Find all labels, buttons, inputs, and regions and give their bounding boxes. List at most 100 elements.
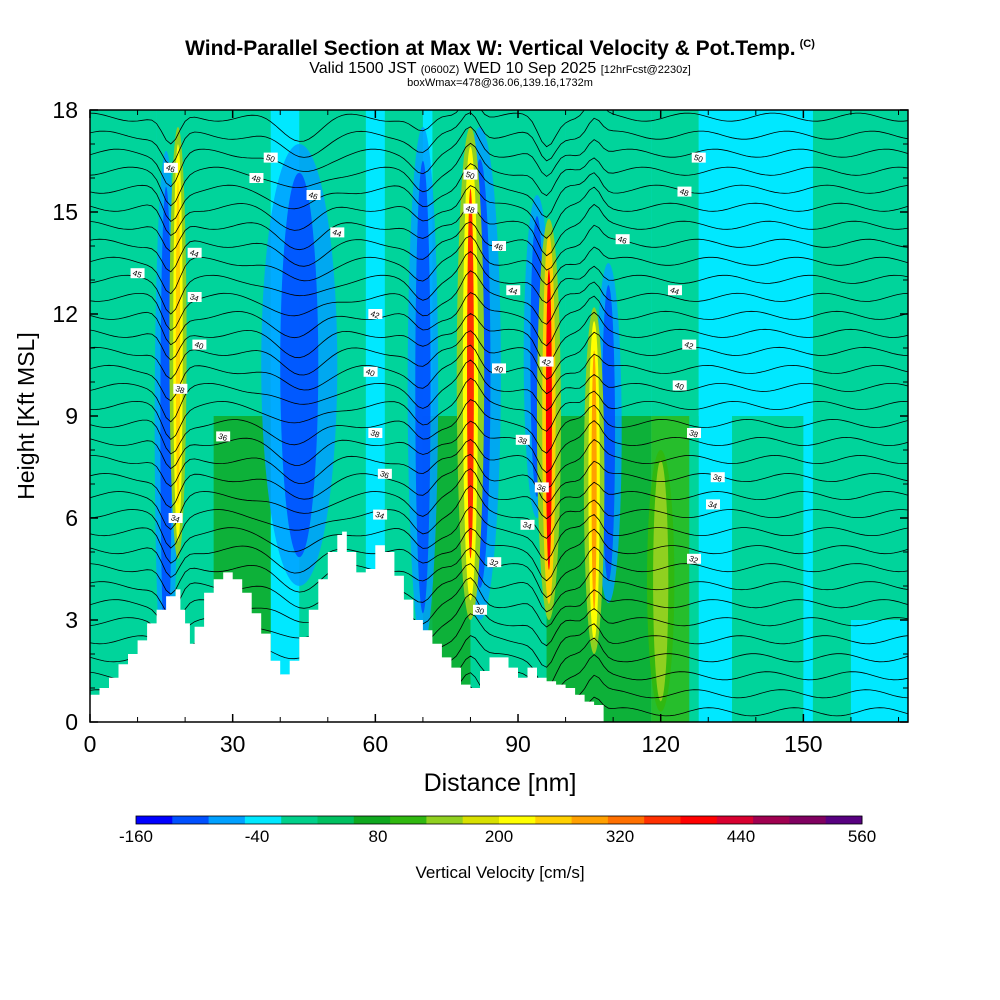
theta-contour: [90, 292, 908, 347]
copyright-mark: (C): [799, 38, 815, 50]
theta-label-bg: [710, 472, 725, 483]
theta-label-bg: [534, 482, 549, 493]
updraft-core: [591, 350, 597, 611]
x-tick-label: 30: [220, 731, 246, 757]
colorbar-swatch: [426, 816, 464, 824]
theta-label-text: 40: [365, 367, 377, 379]
theta-label-bg: [173, 383, 188, 394]
theta-contour: [90, 163, 908, 222]
chart-box-max: boxWmax=478@36.06,139.16,1732m: [407, 77, 593, 89]
colorbar-tick-label: 560: [847, 827, 877, 846]
theta-label: 42: [368, 309, 383, 321]
theta-label: 38: [368, 428, 383, 440]
theta-label: 40: [192, 339, 207, 351]
theta-label-bg: [368, 309, 383, 319]
theta-contour: [90, 311, 908, 365]
theta-label-bg: [130, 268, 145, 279]
theta-label-text: 34: [170, 513, 182, 525]
theta-label-text: 36: [536, 483, 548, 495]
theta-label: 42: [539, 356, 554, 368]
theta-label-text: 46: [493, 241, 505, 253]
field-band: [90, 110, 157, 722]
theta-label-text: 48: [250, 173, 262, 185]
y-tick-label: 12: [52, 301, 78, 327]
updraft-core: [467, 188, 474, 559]
theta-label: 50: [263, 152, 278, 164]
y-tick-label: 0: [65, 709, 78, 735]
x-tick-label: 0: [84, 731, 97, 757]
theta-label-text: 34: [707, 500, 719, 512]
theta-label: 34: [520, 519, 535, 532]
theta-label: 50: [463, 169, 478, 182]
theta-label-bg: [686, 553, 701, 564]
theta-contour: [90, 468, 908, 530]
theta-label-bg: [463, 169, 478, 180]
theta-label-text: 40: [674, 381, 686, 393]
theta-contour: [90, 359, 908, 423]
colorbar-swatch: [353, 816, 391, 824]
x-tick-label: 90: [505, 731, 531, 757]
theta-label-text: 32: [688, 554, 700, 566]
theta-contour: [90, 438, 908, 490]
theta-contour: [90, 485, 908, 549]
theta-label-bg: [368, 428, 383, 438]
theta-label-bg: [539, 356, 554, 367]
theta-contour: [90, 112, 908, 166]
theta-label: 45: [130, 268, 145, 280]
colorbar-swatch: [607, 816, 645, 824]
theta-label-bg: [492, 241, 506, 251]
theta-label-bg: [686, 428, 701, 438]
colorbar-swatch: [716, 816, 754, 824]
theta-label-text: 46: [617, 234, 629, 246]
theta-label-text: 44: [507, 285, 519, 297]
theta-label-text: 36: [379, 469, 391, 481]
theta-label-bg: [168, 513, 183, 523]
theta-label: 44: [506, 285, 521, 297]
theta-label-text: 34: [374, 510, 386, 522]
colorbar-swatch: [208, 816, 246, 824]
theta-label: 46: [306, 190, 321, 202]
colorbar-swatch: [825, 816, 863, 824]
theta-label-text: 48: [464, 204, 476, 216]
y-tick-label: 3: [65, 607, 78, 633]
theta-label-bg: [187, 247, 202, 258]
theta-contour: [90, 203, 908, 257]
theta-label-bg: [706, 499, 721, 510]
theta-label-bg: [492, 363, 506, 374]
theta-label-bg: [472, 604, 487, 615]
theta-label-bg: [163, 162, 178, 173]
theta-label-text: 32: [488, 557, 500, 569]
x-axis-label: Distance [nm]: [424, 769, 577, 797]
theta-label: 46: [163, 162, 178, 175]
theta-label: 34: [706, 499, 721, 512]
theta-label-text: 42: [683, 340, 695, 352]
colorbar-swatch: [462, 816, 500, 824]
colorbar-swatch: [535, 816, 573, 824]
theta-contour: [90, 527, 908, 582]
theta-contour: [90, 399, 908, 455]
theta-label-text: 36: [712, 472, 724, 484]
updraft-core: [175, 180, 181, 505]
plot-area: 4645443440383634504846444240383634504846…: [90, 110, 908, 722]
theta-label-bg: [487, 557, 502, 568]
terrain: [90, 531, 604, 722]
theta-label-bg: [263, 152, 278, 163]
theta-label-bg: [216, 431, 231, 442]
theta-contour: [90, 235, 908, 295]
theta-label-bg: [187, 292, 202, 302]
theta-label-bg: [615, 234, 630, 245]
theta-label: 48: [463, 203, 478, 216]
theta-label-text: 50: [464, 170, 476, 182]
theta-contour: [90, 330, 908, 380]
theta-label-bg: [520, 519, 535, 530]
y-tick-label: 9: [65, 403, 78, 429]
theta-contour: [90, 126, 908, 188]
colorbar-frame: [135, 815, 863, 825]
theta-label-bg: [363, 366, 378, 377]
theta-contour: [90, 110, 908, 148]
theta-label-text: 34: [189, 292, 201, 304]
theta-label-text: 38: [174, 384, 186, 396]
theta-label-bg: [506, 285, 521, 296]
theta-label: 36: [710, 472, 725, 484]
